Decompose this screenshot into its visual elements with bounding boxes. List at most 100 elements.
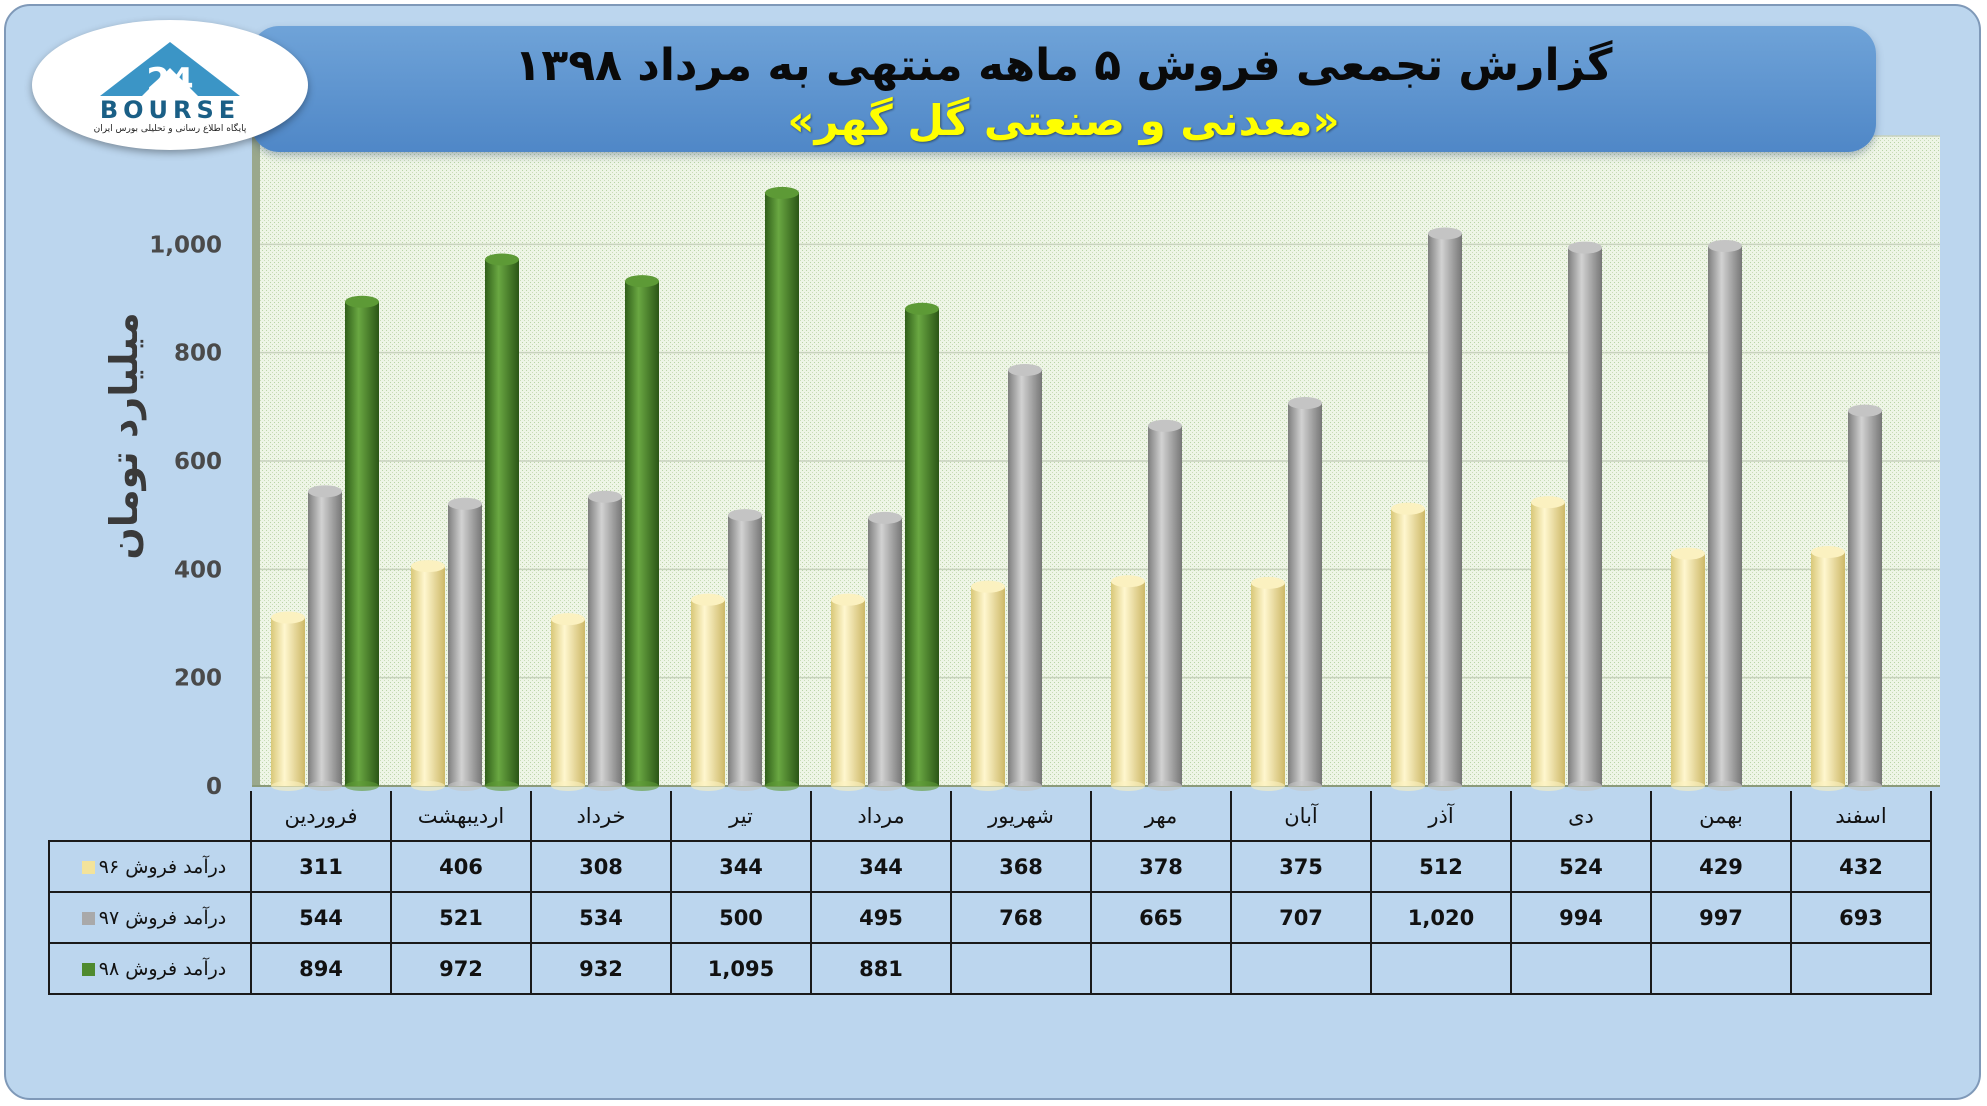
data-label: 932	[530, 942, 672, 995]
data-label: 368	[950, 840, 1092, 893]
bar-body	[971, 586, 1005, 786]
bar-cap	[1708, 239, 1742, 252]
data-label: 500	[670, 891, 812, 944]
bar-body	[1251, 582, 1285, 786]
data-label: 768	[950, 891, 1092, 944]
bar	[765, 186, 799, 791]
bar-base	[448, 781, 482, 791]
bar-body	[1708, 245, 1742, 787]
bar-cap	[1008, 364, 1042, 376]
legend-label: درآمد فروش ۹۸	[98, 957, 227, 980]
logo-word: BOURSE	[99, 96, 241, 124]
svg-text:24: 24	[146, 61, 193, 100]
bar-base	[1531, 781, 1565, 791]
data-label: 994	[1510, 891, 1652, 944]
table-corner	[49, 791, 252, 841]
bar	[868, 511, 902, 791]
bar-body	[625, 281, 659, 786]
plot-side-wall	[252, 136, 260, 786]
table-row: درآمد فروش ۹۸ 894 972 932 1,095 881	[48, 942, 1932, 995]
legend-label: درآمد فروش ۹۷	[98, 906, 227, 929]
bar-cap	[1568, 241, 1602, 254]
y-tick-label: 800	[174, 341, 222, 367]
bar-body	[588, 496, 622, 786]
bar	[588, 490, 622, 791]
bar	[1811, 546, 1845, 791]
x-tick-label: خرداد	[530, 791, 672, 842]
bar-base	[765, 781, 799, 791]
bar-cap	[831, 593, 865, 606]
data-label	[950, 942, 1092, 995]
bar	[1288, 397, 1322, 791]
bar-base	[1671, 781, 1705, 791]
bar	[1111, 575, 1145, 791]
bar-body	[1568, 247, 1602, 787]
bar	[1148, 419, 1182, 791]
bar-base	[1848, 781, 1882, 791]
bar-cap	[1811, 546, 1845, 558]
bar-cap	[765, 186, 799, 199]
data-label: 707	[1230, 891, 1372, 944]
bar-cap	[1288, 397, 1322, 410]
bar-base	[971, 781, 1005, 791]
bar-body	[1111, 581, 1145, 786]
data-label: 308	[530, 840, 672, 893]
data-label: 534	[530, 891, 672, 944]
bar-base	[625, 781, 659, 791]
bar-base	[1251, 781, 1285, 791]
bar	[728, 509, 762, 791]
bar	[1708, 239, 1742, 791]
bar-cap	[1251, 576, 1285, 589]
data-label: 344	[670, 840, 812, 893]
bar-cap	[448, 497, 482, 510]
data-label: 544	[250, 891, 392, 944]
bar	[551, 613, 585, 791]
legend-swatch-icon	[81, 860, 95, 874]
bar-cap	[345, 295, 379, 308]
bar-base	[551, 781, 585, 791]
bar-base	[271, 781, 305, 791]
bar	[831, 593, 865, 791]
bar-body	[1671, 553, 1705, 786]
data-label: 311	[250, 840, 392, 893]
data-label	[1230, 942, 1372, 995]
data-label: 406	[390, 840, 532, 893]
data-label: 665	[1090, 891, 1232, 944]
bar-base	[308, 781, 342, 791]
y-tick-label: 600	[174, 449, 222, 475]
data-label: 997	[1650, 891, 1792, 944]
bar-body	[1848, 410, 1882, 786]
bar-cap	[1148, 419, 1182, 432]
bar-base	[868, 781, 902, 791]
data-label	[1510, 942, 1652, 995]
bar-base	[1148, 781, 1182, 791]
logo-triangle-icon: 24	[100, 42, 240, 100]
bar-body	[1008, 370, 1042, 786]
bar-base	[691, 781, 725, 791]
bar-cap	[308, 485, 342, 498]
table-row: درآمد فروش ۹۷ 544 521 534 500 495 768 665 707 1,0…	[48, 891, 1932, 944]
y-tick-label: 400	[174, 557, 222, 583]
data-label: 378	[1090, 840, 1232, 893]
bar-body	[831, 599, 865, 786]
data-label: 429	[1650, 840, 1792, 893]
bar-cap	[691, 593, 725, 606]
data-label: 693	[1790, 891, 1932, 944]
data-label: 972	[390, 942, 532, 995]
bar	[271, 611, 305, 791]
bar-base	[1568, 781, 1602, 791]
bar-body	[1391, 508, 1425, 786]
bar-body	[411, 566, 445, 786]
bar-cap	[1531, 496, 1565, 509]
bar-base	[1391, 781, 1425, 791]
x-tick-label: آذر	[1370, 791, 1512, 842]
x-tick-label: بهمن	[1650, 791, 1792, 842]
bar-cap	[485, 253, 519, 266]
data-label	[1370, 942, 1512, 995]
chart-title: گزارش تجمعی فروش ۵ ماهه منتهی به مرداد ۱…	[514, 40, 1613, 91]
bar-base	[485, 781, 519, 791]
bar-body	[1288, 403, 1322, 786]
data-label: 1,020	[1370, 891, 1512, 944]
